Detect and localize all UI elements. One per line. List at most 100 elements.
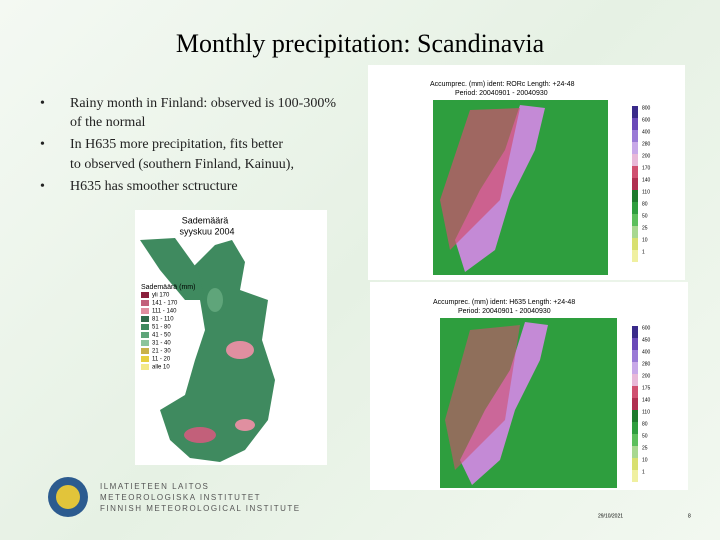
- scale-swatch: [632, 238, 638, 250]
- legend-label: 51 - 80: [152, 325, 171, 331]
- scale-swatch: [632, 250, 638, 262]
- scale-label: 10: [642, 237, 648, 243]
- page-number: 8: [688, 513, 691, 519]
- map-blob: [184, 427, 216, 443]
- footer-date: 29/10/2021: [598, 513, 623, 519]
- legend-swatch: [141, 324, 149, 330]
- scale-label: 80: [642, 201, 648, 207]
- scale-label: 1: [642, 469, 645, 475]
- legend-swatch: [141, 340, 149, 346]
- legend-swatch: [141, 316, 149, 322]
- legend-label: 11 - 20: [152, 357, 171, 363]
- bullet-line: to observed (southern Finland, Kainuu),: [70, 157, 294, 172]
- coast-precip: [440, 108, 520, 250]
- scale-label: 200: [642, 373, 651, 379]
- slide-title: Monthly precipitation: Scandinavia: [176, 29, 545, 58]
- map-blob: [235, 419, 255, 431]
- scale-label: 25: [642, 225, 648, 231]
- bullet-dot: •: [40, 179, 45, 194]
- map-title: Sademäärä: [182, 215, 229, 225]
- scale-swatch: [632, 362, 638, 374]
- legend-label: 141 - 170: [152, 301, 178, 307]
- bullet-line: of the normal: [70, 115, 146, 130]
- legend-label: 41 - 50: [152, 333, 171, 339]
- legend-swatch: [141, 308, 149, 314]
- logo-text: FINNISH METEOROLOGICAL INSTITUTE: [100, 504, 301, 513]
- scale-swatch: [632, 130, 638, 142]
- scale-label: 80: [642, 421, 648, 427]
- scale-swatch: [632, 422, 638, 434]
- legend-label: 31 - 40: [152, 341, 171, 347]
- scale-label: 800: [642, 105, 651, 111]
- map-blob: [226, 341, 254, 359]
- finland-arm: [140, 238, 205, 300]
- scale-swatch: [632, 434, 638, 446]
- scale-label: 1: [642, 249, 645, 255]
- map-blob: [207, 288, 223, 312]
- legend-swatch: [141, 300, 149, 306]
- scale-swatch: [632, 226, 638, 238]
- scale-swatch: [632, 326, 638, 338]
- scale-label: 140: [642, 397, 651, 403]
- scale-label: 25: [642, 445, 648, 451]
- legend-label: 111 - 140: [152, 309, 177, 315]
- scale-label: 280: [642, 141, 651, 147]
- finland-shape: [160, 240, 275, 462]
- scale-label: 200: [642, 153, 651, 159]
- scale-label: 50: [642, 213, 648, 219]
- scale-swatch: [632, 202, 638, 214]
- scale-label: 400: [642, 129, 651, 135]
- legend-swatch: [141, 292, 149, 298]
- scale-swatch: [632, 398, 638, 410]
- scale-label: 450: [642, 337, 651, 343]
- scale-swatch: [632, 190, 638, 202]
- scale-swatch: [632, 214, 638, 226]
- scale-label: 175: [642, 385, 651, 391]
- scale-swatch: [632, 106, 638, 118]
- scale-swatch: [632, 154, 638, 166]
- scale-label: 600: [642, 325, 651, 331]
- legend-label: 21 - 30: [152, 349, 171, 355]
- scale-swatch: [632, 458, 638, 470]
- logo-mark: [56, 485, 80, 509]
- legend-title: Sademäärä (mm): [141, 284, 195, 291]
- coast-precip: [445, 325, 520, 470]
- scale-swatch: [632, 350, 638, 362]
- scale-label: 140: [642, 177, 651, 183]
- panel-header: Accumprec. (mm) ident: RORc Length: +24-…: [430, 81, 575, 88]
- bullet-dot: •: [40, 137, 45, 152]
- bullet-text: H635 has smoother sctructure: [70, 179, 238, 194]
- scale-swatch: [632, 142, 638, 154]
- bullet-line: In H635 more precipitation, fits better: [70, 137, 283, 152]
- bullet-line: Rainy month in Finland: observed is 100-…: [70, 96, 336, 111]
- panel-period: Period: 20040901 - 20040930: [455, 90, 548, 97]
- scale-swatch: [632, 470, 638, 482]
- scale-swatch: [632, 374, 638, 386]
- logo-text: ILMATIETEEN LAITOS: [100, 482, 209, 491]
- scale-swatch: [632, 338, 638, 350]
- scale-swatch: [632, 178, 638, 190]
- scale-swatch: [632, 410, 638, 422]
- legend-swatch: [141, 364, 149, 370]
- scale-swatch: [632, 446, 638, 458]
- legend-label: 81 - 110: [152, 317, 174, 323]
- scale-label: 10: [642, 457, 648, 463]
- legend-swatch: [141, 332, 149, 338]
- bullet-dot: •: [40, 96, 45, 111]
- legend-swatch: [141, 356, 149, 362]
- scale-label: 110: [642, 189, 650, 195]
- scale-label: 600: [642, 117, 651, 123]
- panel-period: Period: 20040901 - 20040930: [458, 308, 551, 315]
- scale-swatch: [632, 118, 638, 130]
- bullet-text: Rainy month in Finland: observed is 100-…: [70, 96, 336, 130]
- scale-swatch: [632, 386, 638, 398]
- panel-header: Accumprec. (mm) ident: H635 Length: +24-…: [433, 299, 575, 306]
- scale-label: 170: [642, 165, 651, 171]
- scale-label: 50: [642, 433, 648, 439]
- logo-text: METEOROLOGISKA INSTITUTET: [100, 493, 261, 502]
- legend-label: alle 10: [152, 365, 170, 371]
- legend-swatch: [141, 348, 149, 354]
- bullet-text: In H635 more precipitation, fits better t…: [70, 137, 294, 172]
